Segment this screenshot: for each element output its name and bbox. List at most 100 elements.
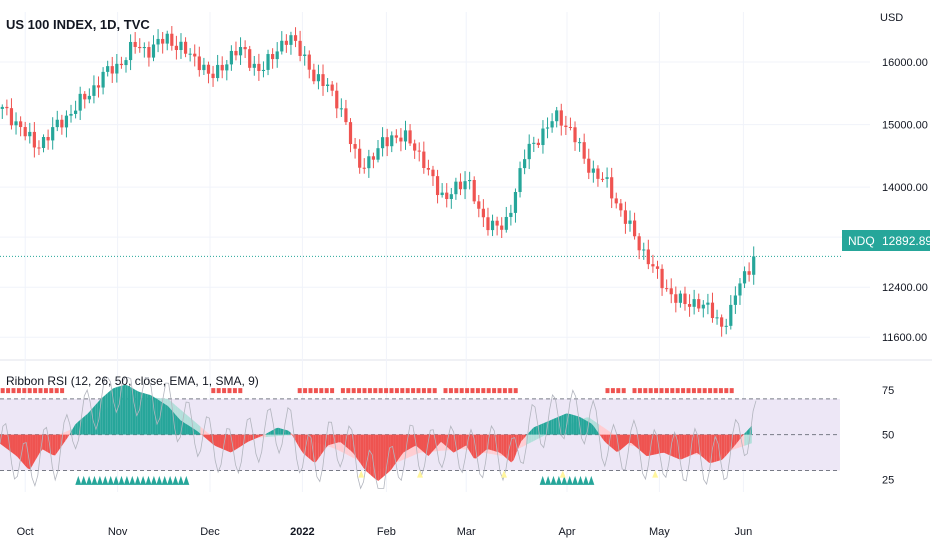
ribbon-shadow-segment <box>731 446 735 451</box>
ribbon-segment <box>684 434 687 459</box>
time-tick-label: Oct <box>17 526 34 538</box>
candle-body <box>19 121 23 128</box>
top-marker <box>346 388 351 394</box>
ribbon-shadow-segment <box>631 443 635 447</box>
ribbon-shadow-segment <box>734 443 737 450</box>
time-tick-label: Dec <box>200 526 220 538</box>
candle-body <box>298 40 302 56</box>
candle-body <box>495 220 499 226</box>
ribbon-segment <box>305 434 309 458</box>
time-tick-label: Mar <box>457 526 476 538</box>
ribbon-segment <box>481 434 484 455</box>
bottom-marker <box>167 475 174 485</box>
bottom-marker <box>183 475 190 485</box>
top-marker <box>659 388 664 394</box>
candle-body <box>578 142 582 144</box>
ribbon-segment <box>368 434 371 476</box>
top-marker <box>681 388 686 394</box>
ribbon-segment <box>218 434 221 449</box>
candle-body <box>312 69 316 82</box>
bottom-marker <box>652 470 659 478</box>
ribbon-segment <box>65 434 68 442</box>
ribbon-segment <box>611 434 614 450</box>
ribbon-segment <box>85 413 88 435</box>
ribbon-shadow-segment <box>335 442 339 451</box>
candle-body <box>115 63 119 74</box>
top-marker <box>664 388 669 394</box>
candle-body <box>500 225 504 230</box>
candle-body <box>660 268 664 289</box>
bottom-marker <box>588 475 595 485</box>
ribbon-segment <box>651 434 655 456</box>
ribbon-segment <box>431 434 434 454</box>
top-marker <box>324 388 329 394</box>
ribbon-segment <box>82 415 86 435</box>
candle-body <box>367 156 371 169</box>
ribbon-segment <box>117 386 121 435</box>
ribbon-segment <box>12 434 16 455</box>
top-marker <box>222 388 227 394</box>
ribbon-segment <box>355 434 359 461</box>
ribbon-shadow-segment <box>413 445 416 456</box>
candle-body <box>96 85 101 88</box>
candle-body <box>14 121 18 126</box>
rsi-tick-label: 50 <box>882 430 894 442</box>
top-marker <box>297 388 302 394</box>
ribbon-segment <box>659 434 662 454</box>
candle-body <box>513 192 518 213</box>
candle-body <box>106 66 110 72</box>
top-marker <box>351 388 356 394</box>
candle-body <box>78 93 82 111</box>
top-marker <box>502 388 507 394</box>
candle-body <box>376 148 380 160</box>
ribbon-segment <box>644 434 647 456</box>
candle-body <box>394 135 398 138</box>
ribbon-segment <box>298 434 301 450</box>
ribbon-segment <box>225 434 229 452</box>
ribbon-shadow-segment <box>157 398 161 402</box>
candle-body <box>632 220 637 237</box>
top-marker <box>605 388 610 394</box>
candle-body <box>46 137 50 141</box>
ribbon-shadow-segment <box>741 433 745 447</box>
ribbon-shadow-segment <box>421 449 424 453</box>
bottom-marker <box>501 470 507 478</box>
ribbon-segment <box>5 434 8 450</box>
ribbon-segment <box>518 434 522 448</box>
ribbon-segment <box>741 433 745 437</box>
ribbon-segment <box>721 434 725 460</box>
ribbon-segment <box>190 426 193 435</box>
ribbon-segment <box>145 393 148 435</box>
last-price-value: 12892.89 <box>882 234 932 248</box>
ribbon-segment <box>375 434 379 481</box>
candle-body <box>605 177 609 179</box>
top-marker <box>384 388 389 394</box>
bottom-marker <box>555 475 562 485</box>
price-tick-label: 16000.00 <box>882 57 928 69</box>
top-marker <box>33 388 38 394</box>
candle-body <box>110 66 114 74</box>
ribbon-segment <box>52 434 56 456</box>
ribbon-segment <box>92 405 96 435</box>
top-marker <box>0 388 5 394</box>
top-marker <box>43 388 48 394</box>
top-marker <box>405 388 410 394</box>
candle-body <box>733 295 737 305</box>
candle-body <box>724 325 728 327</box>
time-tick-label: Nov <box>108 526 128 538</box>
bottom-marker <box>161 475 168 485</box>
candle-body <box>339 108 343 110</box>
candle-body <box>426 168 430 170</box>
ribbon-segment <box>35 434 38 461</box>
candle-body <box>41 137 46 148</box>
ribbon-segment <box>345 434 349 449</box>
top-marker <box>648 388 653 394</box>
top-marker <box>697 388 702 394</box>
top-marker <box>411 388 416 394</box>
ribbon-segment <box>421 434 424 453</box>
ribbon-segment <box>348 434 351 451</box>
ribbon-segment <box>608 434 612 448</box>
candle-body <box>202 64 206 71</box>
